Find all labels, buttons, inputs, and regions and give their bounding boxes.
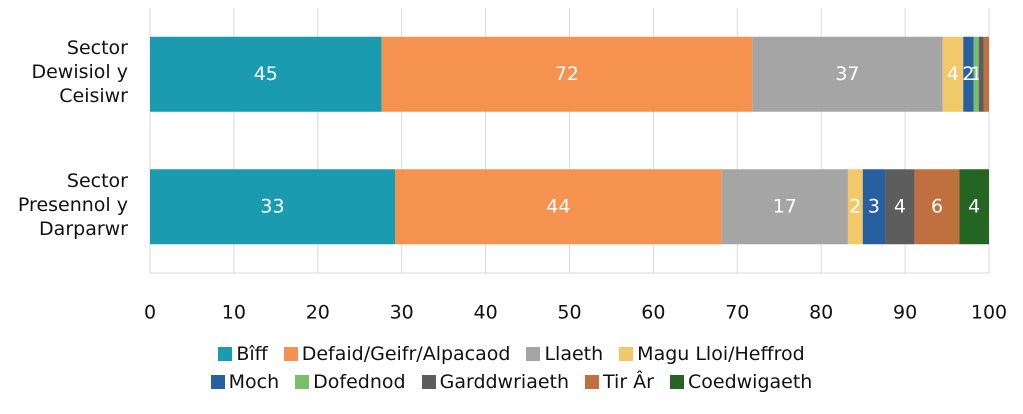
x-tick-label: 30 — [390, 302, 414, 324]
legend-swatch — [295, 375, 310, 389]
legend-item: Coedwigaeth — [669, 371, 813, 393]
legend-item: Defaid/Geifr/Alpacaod — [283, 343, 511, 365]
legend-label: Tir Âr — [603, 371, 654, 393]
legend-label: Moch — [228, 371, 280, 393]
x-tick-label: 90 — [893, 302, 917, 324]
legend-row: Bîff Defaid/Geifr/Alpacaod Llaeth Magu Lloi… — [0, 340, 1023, 368]
bar-segment — [942, 36, 964, 112]
data-label: 3 — [868, 195, 880, 217]
legend-item: Llaeth — [526, 343, 603, 365]
legend-item: Moch — [210, 371, 280, 393]
legend-item: Bîff — [218, 343, 268, 365]
legend-swatch — [585, 375, 600, 389]
x-tick-label: 80 — [809, 302, 833, 324]
legend-item: Garddwriaeth — [421, 371, 570, 393]
bar-segment — [978, 36, 984, 112]
bar-segment — [395, 169, 722, 245]
category-label: Sector Presennol y Darparwr — [17, 169, 128, 240]
legend-item: Dofednod — [295, 371, 406, 393]
legend-label: Garddwriaeth — [439, 371, 570, 393]
legend-item: Magu Lloi/Heffrod — [619, 343, 805, 365]
data-label: 44 — [546, 195, 570, 217]
data-label: 4 — [894, 195, 906, 217]
data-label: 72 — [555, 63, 579, 85]
bar-segment — [721, 169, 848, 245]
data-label: 45 — [254, 63, 278, 85]
x-tick-label: 40 — [474, 302, 498, 324]
category-label: Sector Dewisiol y Ceisiwr — [31, 37, 128, 108]
bar-segment — [381, 36, 753, 112]
bar-segment — [959, 169, 989, 245]
data-label: 4 — [968, 195, 980, 217]
bar-segment — [973, 36, 979, 112]
legend-label: Coedwigaeth — [687, 371, 813, 393]
legend-label: Llaeth — [544, 343, 604, 365]
bar-segment — [150, 169, 396, 245]
x-tick-label: 50 — [557, 302, 581, 324]
legend-swatch — [218, 347, 233, 361]
legend-label: Defaid/Geifr/Alpacaod — [301, 343, 511, 365]
data-label: 37 — [835, 63, 859, 85]
x-tick-label: 60 — [641, 302, 665, 324]
x-tick-label: 70 — [725, 302, 749, 324]
legend-label: Dofednod — [313, 371, 406, 393]
data-label: 2 — [962, 63, 974, 85]
bar-segment — [862, 169, 886, 245]
legend-item: Tir Âr — [585, 371, 654, 393]
bar-segment — [885, 169, 915, 245]
legend-row: Moch Dofednod Garddwriaeth Tir Âr Coedwigaet… — [0, 368, 1023, 396]
legend: Bîff Defaid/Geifr/Alpacaod Llaeth Magu Lloi… — [0, 340, 1023, 396]
data-label: 17 — [773, 195, 797, 217]
legend-swatch — [210, 375, 225, 389]
x-tick-label: 0 — [144, 302, 156, 324]
bar-segment — [963, 36, 974, 112]
data-label: 4 — [947, 63, 959, 85]
legend-swatch — [283, 347, 298, 361]
legend-label: Bîff — [236, 343, 268, 365]
x-tick-label: 100 — [971, 302, 1007, 324]
bar-segment — [983, 36, 989, 112]
bar-segment — [847, 169, 863, 245]
legend-swatch — [619, 347, 634, 361]
legend-swatch — [421, 375, 436, 389]
legend-label: Magu Lloi/Heffrod — [637, 343, 805, 365]
x-tick-label: 10 — [222, 302, 246, 324]
data-label: 33 — [260, 195, 284, 217]
x-tick-label: 20 — [306, 302, 330, 324]
legend-swatch — [669, 375, 684, 389]
data-label: 2 — [849, 195, 861, 217]
legend-swatch — [526, 347, 541, 361]
bar-segment — [150, 36, 382, 112]
data-label: 6 — [931, 195, 943, 217]
bar-segment — [914, 169, 960, 245]
bar-segment — [752, 36, 943, 112]
